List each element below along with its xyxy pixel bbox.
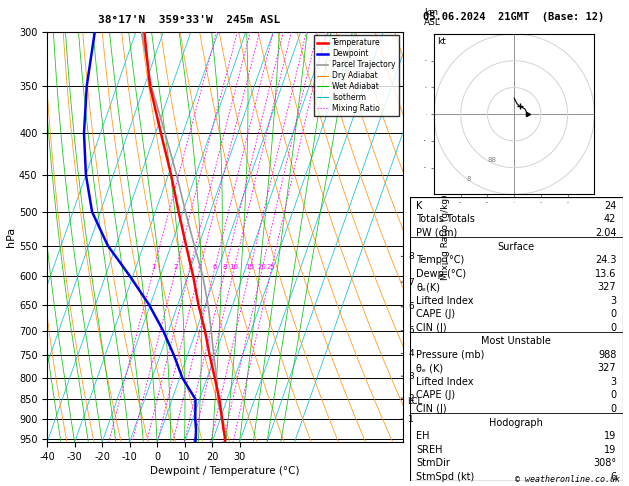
Text: 308°: 308° (593, 458, 616, 468)
Text: 3: 3 (610, 377, 616, 387)
Text: 4: 4 (408, 349, 414, 358)
Text: 05.06.2024  21GMT  (Base: 12): 05.06.2024 21GMT (Base: 12) (423, 12, 604, 22)
Text: 3: 3 (187, 264, 192, 270)
Text: Surface: Surface (498, 242, 535, 252)
Text: 327: 327 (598, 364, 616, 373)
Text: 15: 15 (245, 264, 255, 270)
Text: 988: 988 (598, 350, 616, 360)
Text: 6: 6 (212, 264, 216, 270)
Text: 24.3: 24.3 (595, 255, 616, 265)
Text: 10: 10 (230, 264, 238, 270)
Text: kt: kt (437, 37, 446, 46)
Text: 1: 1 (408, 415, 414, 424)
Text: 8: 8 (223, 264, 228, 270)
Text: 19: 19 (604, 431, 616, 441)
Text: CAPE (J): CAPE (J) (416, 390, 455, 400)
Text: 5: 5 (408, 326, 414, 335)
Text: 19: 19 (604, 445, 616, 454)
Text: EH: EH (416, 431, 430, 441)
Text: Totals Totals: Totals Totals (416, 214, 476, 225)
Text: 2.04: 2.04 (595, 228, 616, 238)
Text: StmDir: StmDir (416, 458, 450, 468)
Text: CIN (J): CIN (J) (416, 323, 447, 333)
Text: 6: 6 (610, 471, 616, 482)
Text: K: K (416, 201, 423, 211)
Text: 8: 8 (408, 252, 414, 261)
Text: LCL: LCL (407, 397, 422, 406)
Text: 4: 4 (198, 264, 202, 270)
Text: 3: 3 (408, 372, 414, 381)
Text: 25: 25 (267, 264, 276, 270)
Text: CIN (J): CIN (J) (416, 404, 447, 414)
Text: 20: 20 (257, 264, 266, 270)
Text: CAPE (J): CAPE (J) (416, 309, 455, 319)
Text: 38°17'N  359°33'W  245m ASL: 38°17'N 359°33'W 245m ASL (97, 15, 280, 25)
Text: Most Unstable: Most Unstable (481, 336, 552, 347)
Text: Temp (°C): Temp (°C) (416, 255, 465, 265)
Text: 1: 1 (152, 264, 156, 270)
Text: Hodograph: Hodograph (489, 417, 543, 428)
Text: 13.6: 13.6 (595, 269, 616, 278)
Text: Lifted Index: Lifted Index (416, 377, 474, 387)
Text: 2: 2 (174, 264, 178, 270)
X-axis label: Dewpoint / Temperature (°C): Dewpoint / Temperature (°C) (150, 466, 299, 476)
Text: SREH: SREH (416, 445, 443, 454)
Legend: Temperature, Dewpoint, Parcel Trajectory, Dry Adiabat, Wet Adiabat, Isotherm, Mi: Temperature, Dewpoint, Parcel Trajectory… (314, 35, 399, 116)
Text: 2: 2 (408, 394, 414, 402)
Text: StmSpd (kt): StmSpd (kt) (416, 471, 475, 482)
Y-axis label: hPa: hPa (6, 227, 16, 247)
Text: 3: 3 (610, 295, 616, 306)
Text: Lifted Index: Lifted Index (416, 295, 474, 306)
Text: 88: 88 (487, 157, 496, 163)
Text: 6: 6 (408, 302, 414, 311)
Text: θₑ(K): θₑ(K) (416, 282, 440, 292)
Text: Pressure (mb): Pressure (mb) (416, 350, 485, 360)
Text: 7: 7 (408, 278, 414, 287)
Text: Dewp (°C): Dewp (°C) (416, 269, 467, 278)
Text: 0: 0 (610, 404, 616, 414)
Text: 0: 0 (610, 323, 616, 333)
Text: 0: 0 (610, 309, 616, 319)
Text: θₑ (K): θₑ (K) (416, 364, 443, 373)
Text: 24: 24 (604, 201, 616, 211)
Text: 42: 42 (604, 214, 616, 225)
Text: km
ASL: km ASL (424, 8, 441, 28)
Text: 327: 327 (598, 282, 616, 292)
Text: 8: 8 (466, 176, 470, 182)
Text: Mixing Ratio (g/kg): Mixing Ratio (g/kg) (441, 194, 450, 280)
Text: © weatheronline.co.uk: © weatheronline.co.uk (515, 474, 620, 484)
Text: 0: 0 (610, 390, 616, 400)
Text: PW (cm): PW (cm) (416, 228, 458, 238)
